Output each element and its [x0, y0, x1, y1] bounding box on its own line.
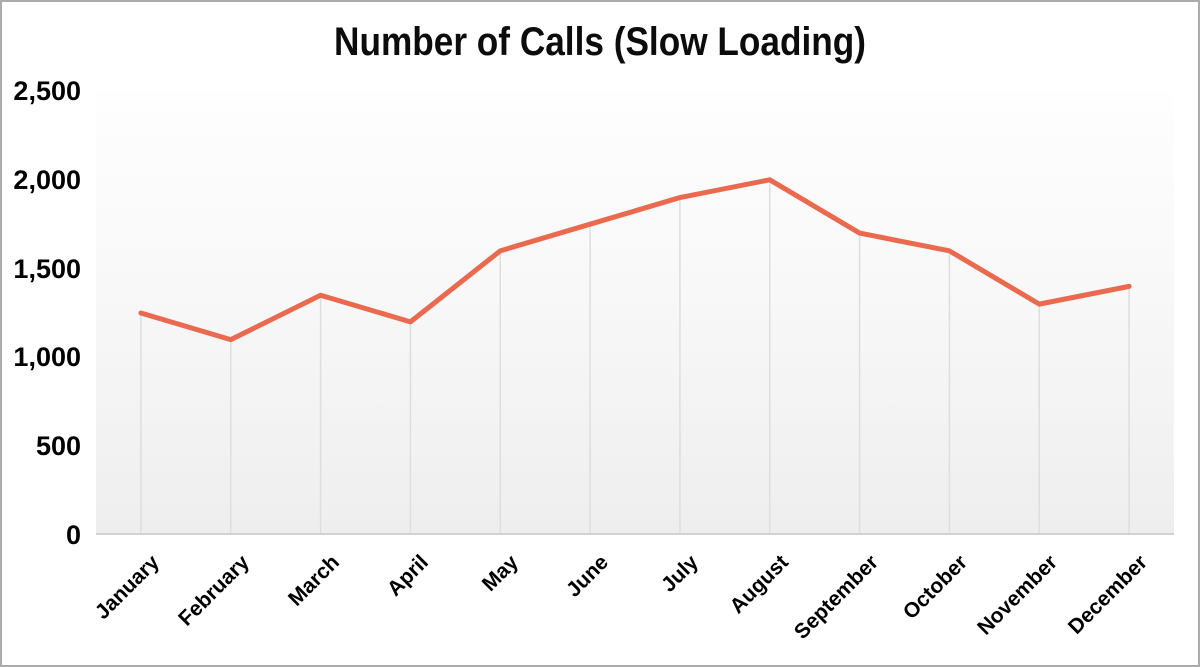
y-tick-label: 2,000: [13, 165, 81, 195]
y-tick-label: 1,500: [13, 254, 81, 284]
y-tick-label: 2,500: [13, 76, 81, 106]
series-line: [138, 177, 1132, 343]
plot-area: [96, 91, 1174, 535]
y-tick-label: 1,000: [13, 342, 81, 372]
y-tick-label: 0: [65, 520, 81, 550]
chart-title: Number of Calls (Slow Loading): [334, 20, 866, 64]
series-svg: [138, 177, 1132, 535]
y-tick-label: 500: [35, 431, 81, 461]
x-axis-line: [96, 533, 1174, 535]
